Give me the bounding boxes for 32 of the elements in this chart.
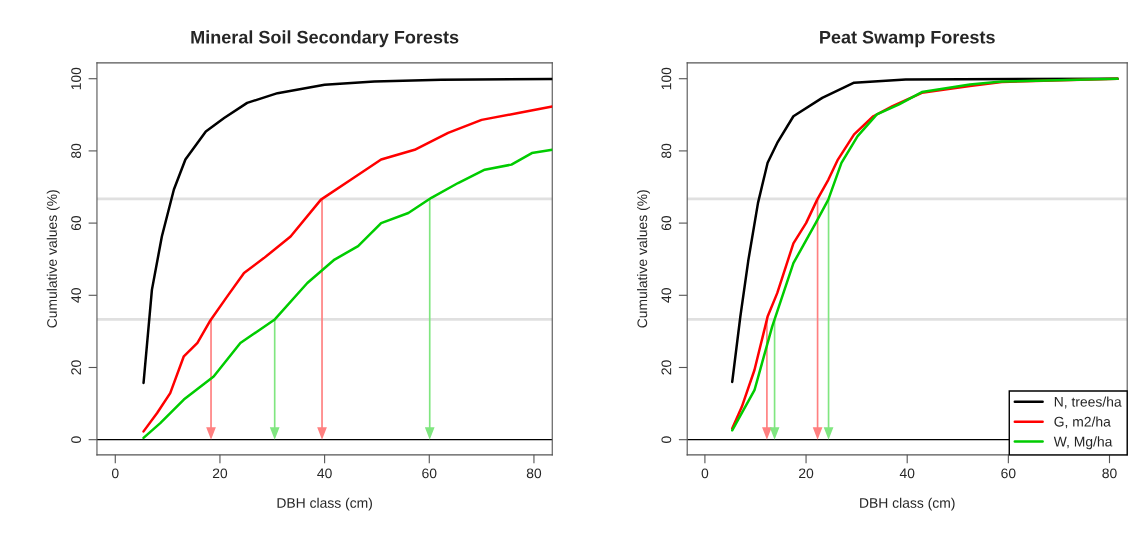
x-tick-label: 0	[111, 468, 119, 479]
x-axis-title: DBH class (cm)	[277, 497, 372, 511]
x-tick-label: 80	[526, 468, 542, 479]
y-tick-label: 40	[661, 288, 672, 303]
y-tick-label: 100	[661, 67, 672, 90]
y-tick-label: 60	[71, 215, 82, 231]
chart-title: Peat Swamp Forests	[820, 30, 995, 48]
y-tick-label: 40	[71, 288, 82, 303]
y-axis-title: Cumulative values (%)	[637, 190, 650, 328]
x-axis-title: DBH class (cm)	[860, 497, 955, 511]
y-tick-label: 60	[661, 215, 672, 231]
x-tick-label: 60	[1001, 468, 1016, 479]
y-tick-label: 80	[661, 143, 672, 159]
x-tick-label: 80	[1102, 468, 1117, 479]
y-tick-label: 20	[661, 360, 672, 375]
legend-label: W, Mg/ha	[1053, 436, 1113, 450]
x-tick-label: 40	[317, 468, 332, 479]
x-tick-label: 60	[422, 468, 437, 479]
x-tick-label: 20	[212, 468, 228, 479]
y-tick-label: 0	[661, 436, 672, 443]
chart-title: Mineral Soil Secondary Forests	[191, 30, 459, 48]
y-tick-label: 80	[71, 143, 82, 159]
legend-label: N, trees/ha	[1054, 396, 1122, 409]
y-axis-title: Cumulative values (%)	[46, 190, 60, 328]
x-tick-label: 40	[899, 468, 915, 479]
legend-label: G, m2/ha	[1054, 416, 1111, 429]
line-series	[142, 77, 553, 385]
x-tick-label: 20	[799, 468, 814, 479]
y-tick-label: 20	[71, 360, 82, 375]
x-tick-label: 0	[701, 468, 709, 479]
y-tick-label: 100	[71, 67, 82, 90]
y-tick-label: 0	[71, 436, 82, 443]
